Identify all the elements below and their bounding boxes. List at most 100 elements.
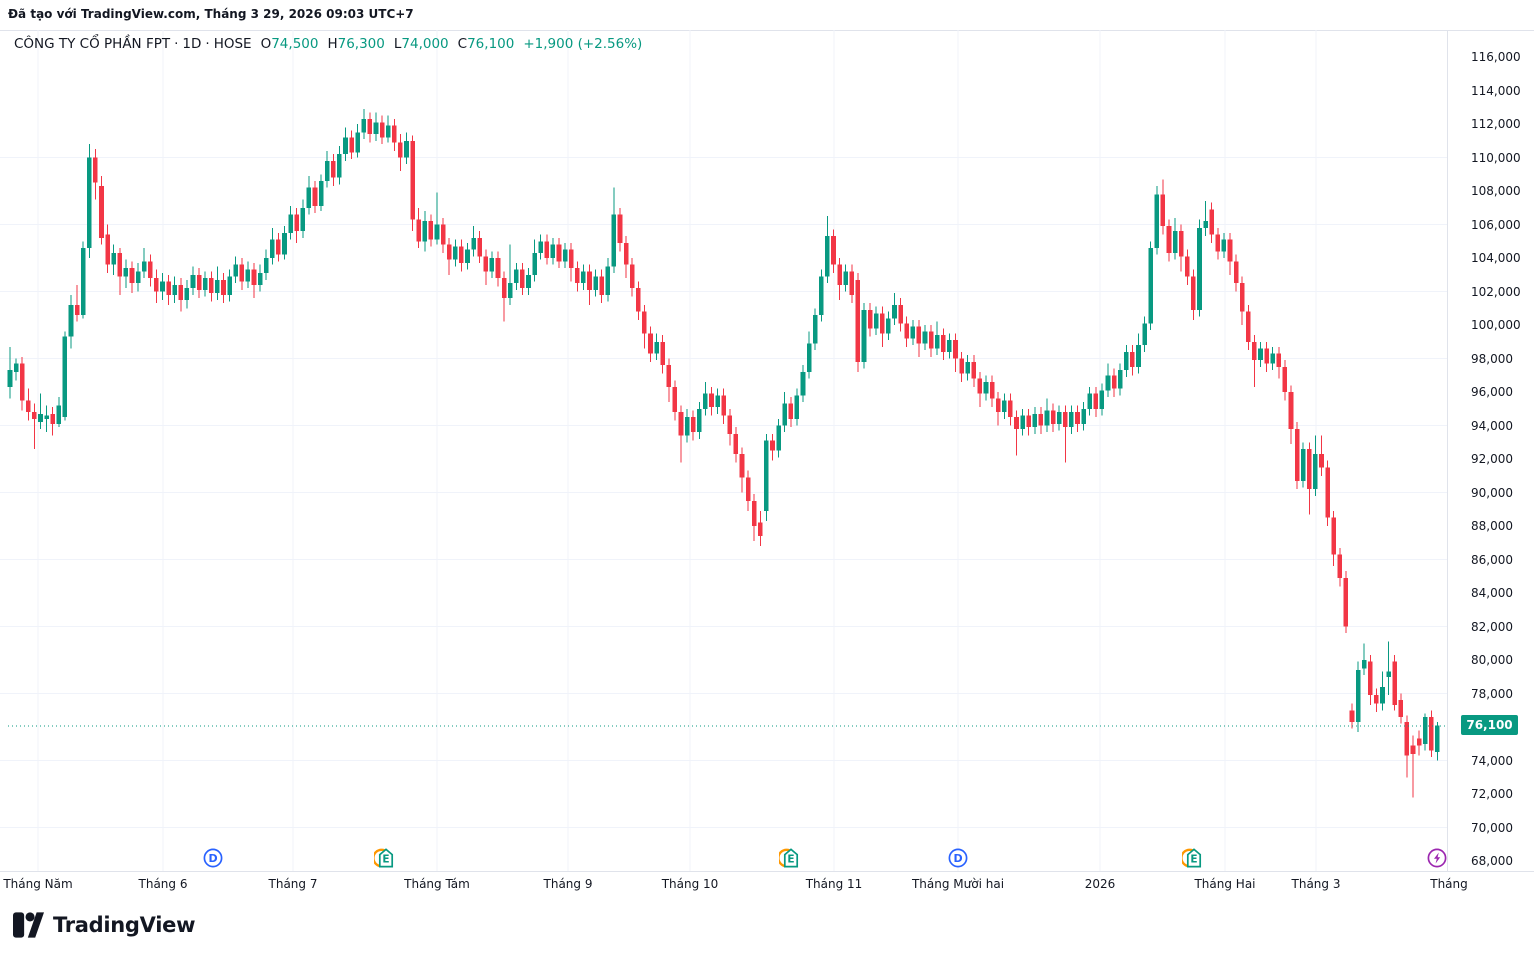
candle-body [1087,393,1092,409]
candle-body [709,393,714,408]
candle-body [831,236,836,265]
price-axis-label: 82,000 [1471,619,1513,634]
candle-body [617,214,623,243]
candle-body [196,274,202,290]
high-letter: H [327,36,338,52]
candle-body [373,122,379,135]
candle-body [1239,283,1245,312]
candle-body [483,256,489,272]
candle-body [1435,725,1440,753]
candle-body [1002,400,1007,413]
change-value: +1,900 (+2.56%) [523,36,643,52]
price-axis-label: 102,000 [1471,284,1521,299]
candle-body [721,395,726,416]
candle-body [276,239,281,255]
candle-body [251,269,257,285]
candle-body [379,122,385,138]
candle-body [1276,353,1282,367]
candle-body [1178,231,1184,257]
candle-body [1227,239,1233,262]
candle-body [74,304,80,315]
candle-body [1252,341,1257,361]
candle-body [575,268,580,284]
candle-body [1325,467,1330,518]
candle-body [1014,417,1019,429]
candle-body [1386,671,1391,677]
candle-body [324,160,330,181]
candle-body [1050,410,1056,424]
dividend-marker-icon[interactable]: D [947,847,969,869]
candle-body [1392,661,1397,706]
candle-body [392,125,397,143]
candle-body [977,378,983,394]
earnings-marker-icon[interactable]: E [777,847,801,869]
candle-body [202,278,208,290]
dividend-marker-icon[interactable]: D [202,847,224,869]
candle-body [1282,366,1288,392]
candle-body [727,415,733,434]
candle-body [965,361,970,374]
candle-body [1203,221,1208,228]
candle-body [111,252,116,265]
candle-body [867,309,873,329]
candle-body [148,261,153,279]
candle-body [892,304,897,319]
candle-body [983,381,989,394]
candle-body [1111,375,1117,389]
time-axis-label: Tháng 3 [1291,877,1341,891]
candle-body [1185,256,1190,277]
candlestick-plot[interactable] [0,30,1447,871]
candle-body [263,258,269,274]
pane-bottom-border [0,871,1534,872]
low-letter: L [393,36,402,52]
pane-top-border [0,30,1534,31]
candle-body [1331,517,1336,555]
earnings-marker-icon[interactable]: E [372,847,396,869]
candle-body [538,241,543,253]
candle-body [526,274,531,289]
candle-body [440,224,446,245]
candle-body [166,281,171,295]
earnings-marker-icon[interactable]: E [1180,847,1204,869]
candle-body [227,276,232,295]
price-axis-label: 88,000 [1471,519,1513,533]
candle-body [873,313,879,329]
candle-body [629,264,635,289]
price-axis-label: 116,000 [1471,50,1521,64]
candle-body [1374,695,1379,704]
candle-body [361,118,367,133]
price-axis-label: 86,000 [1471,552,1513,567]
candle-body [861,309,867,362]
candle-body [581,271,586,284]
candle-body [593,276,598,290]
candle-body [233,264,238,277]
symbol-legend: CÔNG TY CỔ PHẦN FPT · 1D · HOSE O74,500 H76,30… [14,36,642,52]
candle-body [1221,239,1227,252]
candle-body [1160,194,1166,227]
time-axis-label-year: 2026 [1084,877,1116,891]
candle-body [105,234,110,265]
candle-body [26,400,31,413]
candle-body [19,363,25,401]
time-axis-label: Tháng 9 [543,877,593,891]
candle-body [886,318,891,334]
candle-body [507,283,513,299]
candle-body [568,249,574,269]
tradingview-logo[interactable]: TradingView [13,912,195,938]
candle-body [648,333,653,354]
candle-body [99,185,104,238]
price-axis-label: 98,000 [1471,351,1513,366]
candle-body [471,237,476,250]
time-axis-label: Tháng Tám [404,877,470,891]
candle-body [800,371,806,396]
candle-body [843,271,848,285]
flash-marker-icon[interactable] [1426,847,1448,869]
price-axis-label: 84,000 [1471,586,1513,600]
svg-text:D: D [953,852,962,865]
price-axis-label: 108,000 [1471,184,1521,198]
candle-body [770,440,775,451]
candle-body [1069,412,1074,428]
tradingview-mark-icon [13,912,44,938]
time-axis-label: Tháng Năm [3,877,73,891]
